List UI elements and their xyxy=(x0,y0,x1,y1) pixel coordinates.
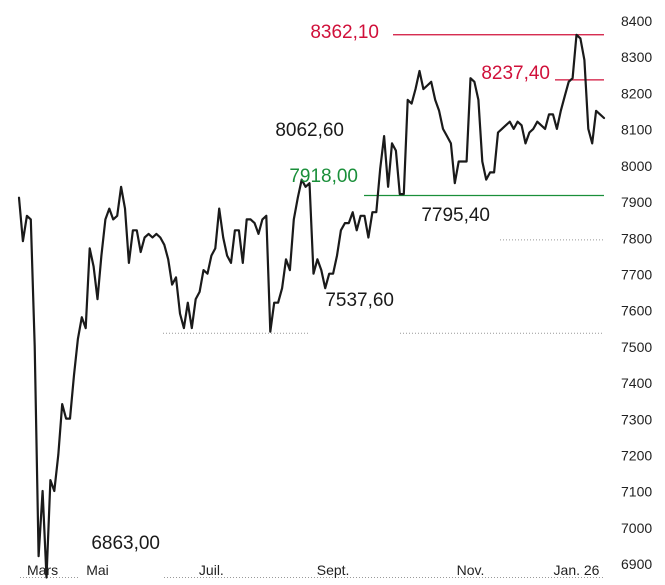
x-tick-label: Juil. xyxy=(199,562,224,578)
y-tick-label: 7100 xyxy=(621,484,652,500)
x-tick-label: Mai xyxy=(86,562,109,578)
x-axis: Mars Mai Juil. Sept. Nov. Jan. 26 xyxy=(27,562,600,578)
annotation-low: 6863,00 xyxy=(91,533,160,554)
y-axis: 6900 7000 7100 7200 7300 7400 7500 7600 7700 7800… xyxy=(621,13,652,572)
y-tick-label: 8400 xyxy=(621,13,652,29)
y-tick-label: 8000 xyxy=(621,158,652,174)
price-line xyxy=(17,33,606,579)
annotation-8062: 8062,60 xyxy=(275,120,344,141)
reference-lines xyxy=(20,34,604,579)
annotation-recent-high: 8237,40 xyxy=(481,63,550,84)
annotation-high: 8362,10 xyxy=(310,22,379,43)
x-tick-label: Sept. xyxy=(317,562,350,578)
y-tick-label: 7700 xyxy=(621,266,652,282)
y-tick-label: 7500 xyxy=(621,339,652,355)
y-tick-label: 7900 xyxy=(621,194,652,210)
x-tick-label: Jan. 26 xyxy=(554,562,600,578)
y-tick-label: 7400 xyxy=(621,375,652,391)
y-tick-label: 7800 xyxy=(621,230,652,246)
y-tick-label: 8200 xyxy=(621,85,652,101)
y-tick-label: 7000 xyxy=(621,520,652,536)
y-tick-label: 7200 xyxy=(621,448,652,464)
y-tick-label: 8300 xyxy=(621,49,652,65)
y-tick-label: 6900 xyxy=(621,556,652,572)
y-tick-label: 8100 xyxy=(621,122,652,138)
y-tick-label: 7300 xyxy=(621,411,652,427)
x-tick-label: Mars xyxy=(27,562,58,578)
x-tick-label: Nov. xyxy=(457,562,485,578)
annotation-7795: 7795,40 xyxy=(421,205,490,226)
annotation-7537: 7537,60 xyxy=(325,290,394,311)
y-tick-label: 7600 xyxy=(621,303,652,319)
annotation-support: 7918,00 xyxy=(289,166,358,187)
